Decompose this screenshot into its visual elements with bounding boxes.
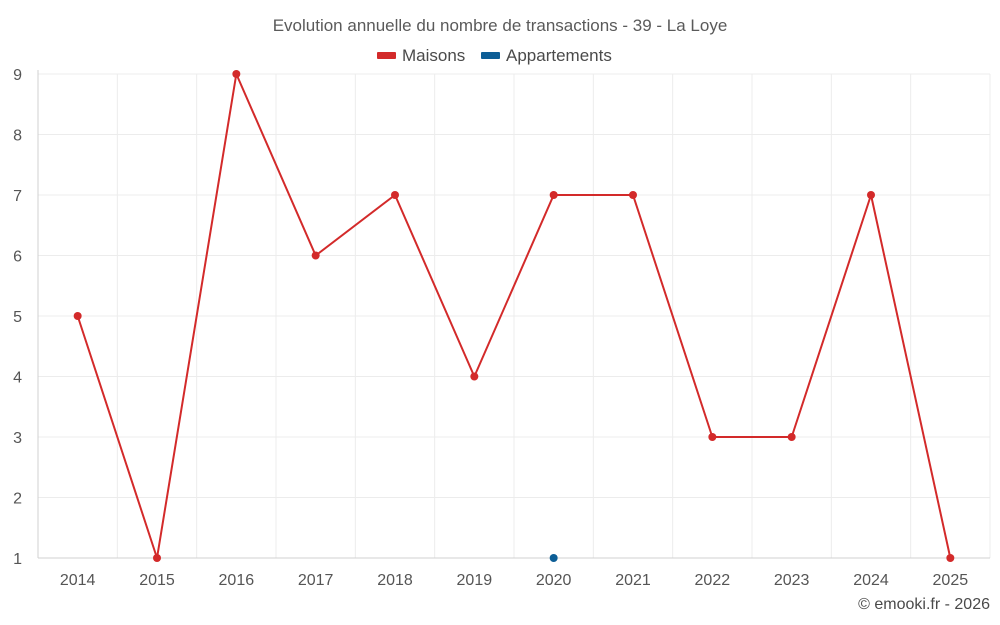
chart-title: Evolution annuelle du nombre de transact… <box>273 16 728 35</box>
x-tick-label: 2021 <box>615 572 651 589</box>
data-point-maisons[interactable] <box>311 251 320 260</box>
y-tick-label: 3 <box>13 430 22 447</box>
series <box>73 70 955 562</box>
legend: Maisons Appartements <box>377 46 612 65</box>
data-point-maisons[interactable] <box>153 554 161 562</box>
x-tick-label: 2022 <box>695 572 731 589</box>
legend-swatch-appartements[interactable] <box>481 52 500 59</box>
x-tick-label: 2025 <box>933 572 969 589</box>
data-point-maisons[interactable] <box>867 191 875 199</box>
x-tick-label: 2017 <box>298 572 334 589</box>
x-tick-label: 2019 <box>457 572 493 589</box>
y-tick-label: 7 <box>13 188 22 205</box>
x-tick-label: 2016 <box>219 572 255 589</box>
legend-label-appartements[interactable]: Appartements <box>506 46 612 65</box>
x-tick-label: 2020 <box>536 572 572 589</box>
data-point-maisons[interactable] <box>391 191 399 199</box>
legend-swatch-maisons[interactable] <box>377 52 396 59</box>
y-tick-label: 9 <box>13 67 22 84</box>
y-tick-label: 6 <box>13 249 22 266</box>
data-point-maisons[interactable] <box>470 372 479 381</box>
legend-label-maisons[interactable]: Maisons <box>402 46 465 65</box>
x-tick-label: 2023 <box>774 572 810 589</box>
x-tick-label: 2015 <box>139 572 175 589</box>
data-point-maisons[interactable] <box>73 312 82 320</box>
y-tick-label: 8 <box>13 128 22 145</box>
y-tick-label: 1 <box>13 551 22 568</box>
data-point-maisons[interactable] <box>787 433 796 441</box>
credit-text: © emooki.fr - 2026 <box>858 596 990 613</box>
data-point-maisons[interactable] <box>708 433 717 441</box>
data-point-maisons[interactable] <box>629 191 637 199</box>
y-tick-label: 2 <box>13 491 22 508</box>
series-line-maisons <box>76 73 952 559</box>
x-tick-label: 2018 <box>377 572 413 589</box>
data-point-maisons[interactable] <box>232 70 241 78</box>
grid <box>37 73 991 559</box>
y-tick-label: 5 <box>13 309 22 326</box>
x-tick-label: 2024 <box>853 572 889 589</box>
data-point-maisons[interactable] <box>946 554 955 562</box>
data-point-maisons[interactable] <box>549 191 558 199</box>
data-point-appartements[interactable] <box>549 554 558 562</box>
y-tick-label: 4 <box>13 370 22 387</box>
axes: 1 2 3 4 5 6 7 8 9 2014 2015 2016 2017 2018 2019 2020 202… <box>13 67 990 589</box>
x-tick-label: 2014 <box>60 572 96 589</box>
